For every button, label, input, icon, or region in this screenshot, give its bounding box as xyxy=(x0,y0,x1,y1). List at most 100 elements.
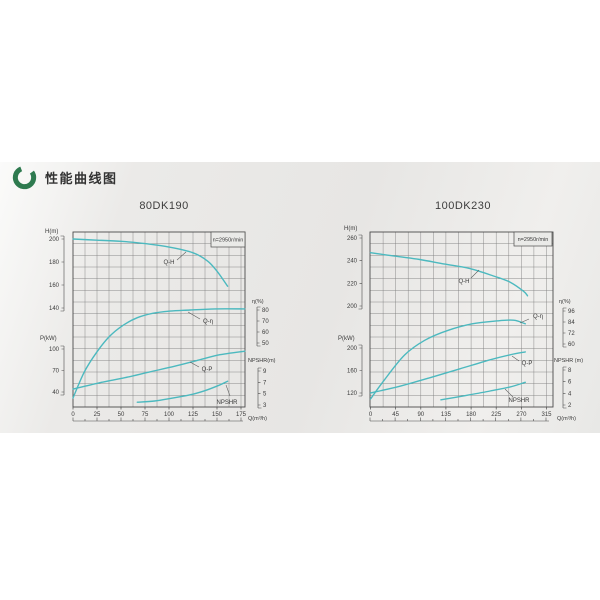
axis-H-tick-label: 200 xyxy=(347,304,358,310)
curve-Q-η xyxy=(72,308,246,399)
curve-label-Q-H: Q-H xyxy=(164,260,175,266)
axis-NPSH-tick-label: 6 xyxy=(568,380,572,386)
axis-ETA-label: η(%) xyxy=(252,299,264,305)
x-tick-label: 0 xyxy=(369,412,373,418)
axis-NPSH-tick-label: 9 xyxy=(263,369,267,375)
content-band xyxy=(0,162,600,433)
curve-NPSHR xyxy=(440,381,526,401)
secondary-ruler xyxy=(72,417,243,422)
curve-leader-Q-H xyxy=(176,251,187,261)
axis-NPSH-tick-label: 2 xyxy=(568,403,572,409)
x-tick-marks xyxy=(72,407,242,410)
axis-P-tick-label: 70 xyxy=(52,369,59,375)
axis-ETA-tick-label: 84 xyxy=(568,320,575,326)
axis-bracket-ETA xyxy=(256,306,261,347)
curve-leader-NPSHR xyxy=(225,384,231,397)
x-tick-label: 150 xyxy=(212,412,223,418)
axis-NPSH-tick-label: 8 xyxy=(568,368,572,374)
axis-NPSH-label: NPSHR (m) xyxy=(554,358,583,364)
axis-bracket-H xyxy=(60,235,65,312)
chart-title-right: 100DK230 xyxy=(435,200,491,212)
axis-bracket-P xyxy=(60,345,65,396)
axis-ETA-tick-label: 60 xyxy=(262,330,269,336)
axis-bracket-H xyxy=(358,234,363,310)
axis-P-label: P(kW) xyxy=(40,336,57,342)
axis-NPSH-tick-label: 5 xyxy=(263,392,267,398)
axis-ETA-tick-label: 70 xyxy=(262,319,269,325)
speed-box xyxy=(210,231,246,248)
x-tick-label: 100 xyxy=(164,412,175,418)
axis-H-tick-label: 220 xyxy=(347,281,358,287)
chart-title-left: 80DK190 xyxy=(139,200,189,212)
x-tick-marks xyxy=(370,407,547,410)
curve-leader-Q-P xyxy=(189,361,200,368)
x-tick-label: 75 xyxy=(142,412,149,418)
axis-P-label: P(kW) xyxy=(338,336,355,342)
x-tick-label: 45 xyxy=(392,412,399,418)
axis-P-tick-label: 100 xyxy=(49,347,60,353)
secondary-ruler xyxy=(369,417,549,422)
axis-H-tick-label: 240 xyxy=(347,259,358,265)
axis-P-tick-label: 160 xyxy=(347,369,358,375)
curve-Q-P xyxy=(369,351,526,394)
x-axis-unit-label: Q(m³/h) xyxy=(248,416,267,422)
curve-leader-NPSHR xyxy=(504,388,514,398)
curve-label-Q-H: Q-H xyxy=(459,279,470,285)
axis-ETA-tick-label: 72 xyxy=(568,331,575,337)
axis-NPSH-tick-label: 4 xyxy=(568,391,572,397)
curve-label-Q-P: Q-P xyxy=(522,361,533,367)
curve-label-Q-P: Q-P xyxy=(202,367,213,373)
curve-Q-H xyxy=(369,252,529,297)
axis-ETA-tick-label: 60 xyxy=(568,342,575,348)
curve-label-NPSHR: NPSHR xyxy=(216,400,238,406)
curve-label-Q-η: Q-η xyxy=(203,319,213,325)
axis-H-tick-label: 140 xyxy=(49,306,60,312)
axis-bracket-NPSH xyxy=(257,367,262,409)
axis-ETA-tick-label: 96 xyxy=(568,309,575,315)
axis-bracket-ETA xyxy=(562,307,567,348)
grid-lines xyxy=(73,232,245,407)
x-tick-label: 25 xyxy=(94,412,101,418)
x-tick-label: 125 xyxy=(188,412,199,418)
x-tick-label: 225 xyxy=(491,412,502,418)
plot-frame xyxy=(72,231,246,408)
axis-NPSH-label: NPSHR(m) xyxy=(248,358,276,364)
axis-ETA-tick-label: 50 xyxy=(262,341,269,347)
x-tick-label: 315 xyxy=(541,412,552,418)
axis-bracket-P xyxy=(358,344,363,397)
curve-Q-η xyxy=(369,319,526,400)
plot-frame xyxy=(369,231,554,408)
axis-bracket-NPSH xyxy=(562,366,567,409)
curve-NPSHR xyxy=(136,380,229,403)
axis-H-label: H(m) xyxy=(45,229,58,235)
speed-box xyxy=(513,231,553,247)
curve-leader-Q-η xyxy=(187,311,201,320)
axis-H-tick-label: 180 xyxy=(49,260,60,266)
curve-label-Q-η: Q-η xyxy=(533,314,543,320)
x-tick-label: 175 xyxy=(236,412,247,418)
x-tick-label: 0 xyxy=(71,412,75,418)
axis-P-tick-label: 120 xyxy=(347,391,358,397)
x-axis-unit-label: Q(m³/h) xyxy=(557,416,576,422)
curve-label-NPSHR: NPSHR xyxy=(508,398,530,404)
x-tick-label: 180 xyxy=(466,412,477,418)
axis-ETA-tick-label: 80 xyxy=(262,308,269,314)
speed-label: n=2950r/min xyxy=(518,237,549,243)
axis-P-tick-label: 200 xyxy=(347,346,358,352)
axis-H-tick-label: 260 xyxy=(347,236,358,242)
x-tick-label: 270 xyxy=(516,412,527,418)
x-tick-label: 50 xyxy=(118,412,125,418)
curve-Q-H xyxy=(72,238,229,287)
grid-lines xyxy=(370,232,553,407)
axis-NPSH-tick-label: 7 xyxy=(263,380,267,386)
page-title: 性能曲线图 xyxy=(45,170,118,186)
axis-H-tick-label: 200 xyxy=(49,237,60,243)
curve-leader-Q-H xyxy=(470,269,480,279)
x-tick-label: 90 xyxy=(417,412,424,418)
curve-leader-Q-P xyxy=(511,355,520,362)
x-tick-label: 135 xyxy=(441,412,452,418)
